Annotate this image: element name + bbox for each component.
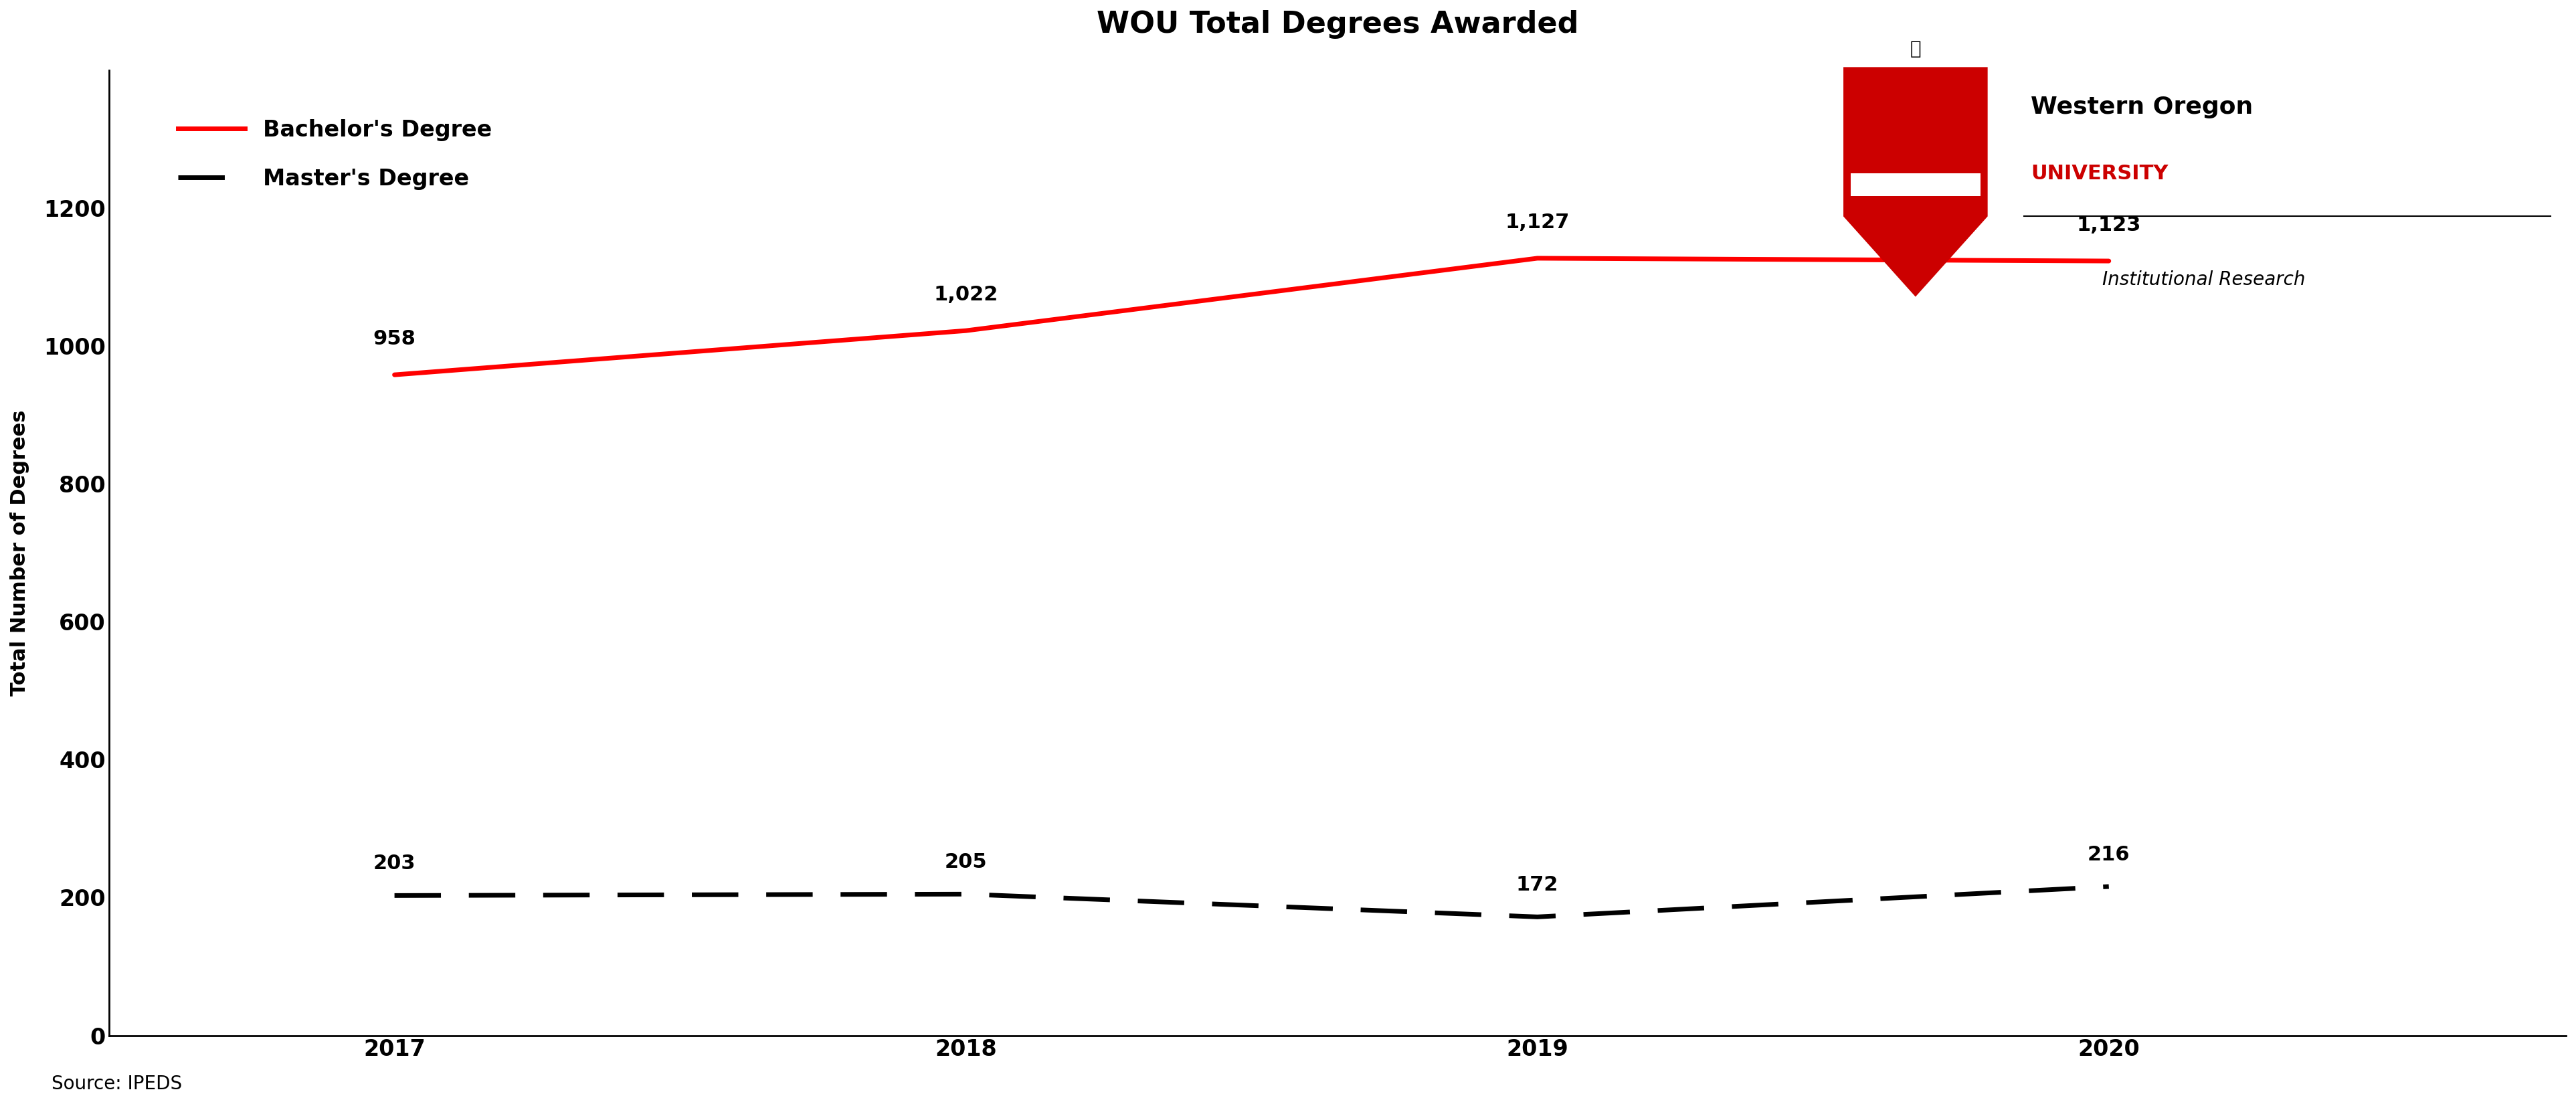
Text: 203: 203 bbox=[374, 854, 415, 873]
Text: 1,123: 1,123 bbox=[2076, 215, 2141, 235]
Text: 205: 205 bbox=[945, 852, 987, 872]
Text: UNIVERSITY: UNIVERSITY bbox=[2030, 163, 2169, 183]
Master's Degree bbox=[1522, 911, 1553, 924]
Bachelor's Degree bbox=[2094, 254, 2125, 267]
Polygon shape bbox=[1850, 173, 1981, 197]
Text: Institutional Research: Institutional Research bbox=[2102, 270, 2306, 289]
Text: 172: 172 bbox=[1517, 875, 1558, 895]
Master's Degree bbox=[379, 889, 410, 902]
Text: 1,127: 1,127 bbox=[1504, 213, 1569, 232]
Title: WOU Total Degrees Awarded: WOU Total Degrees Awarded bbox=[1097, 10, 1579, 39]
Text: Western Oregon: Western Oregon bbox=[2030, 96, 2254, 119]
Legend: Bachelor's Degree, Master's Degree: Bachelor's Degree, Master's Degree bbox=[170, 110, 500, 199]
Line: Master's Degree: Master's Degree bbox=[394, 887, 2110, 917]
Text: 1,022: 1,022 bbox=[933, 285, 997, 305]
Text: 216: 216 bbox=[2087, 845, 2130, 864]
Text: 958: 958 bbox=[374, 329, 415, 349]
Bachelor's Degree bbox=[1522, 252, 1553, 265]
Polygon shape bbox=[1844, 67, 1989, 297]
Master's Degree bbox=[951, 888, 981, 901]
Line: Bachelor's Degree: Bachelor's Degree bbox=[394, 258, 2110, 374]
Bachelor's Degree bbox=[951, 325, 981, 338]
Text: 🔥: 🔥 bbox=[1909, 40, 1922, 59]
Bachelor's Degree bbox=[379, 368, 410, 381]
Master's Degree bbox=[2094, 880, 2125, 893]
Text: Source: IPEDS: Source: IPEDS bbox=[52, 1074, 183, 1093]
Y-axis label: Total Number of Degrees: Total Number of Degrees bbox=[10, 410, 28, 696]
